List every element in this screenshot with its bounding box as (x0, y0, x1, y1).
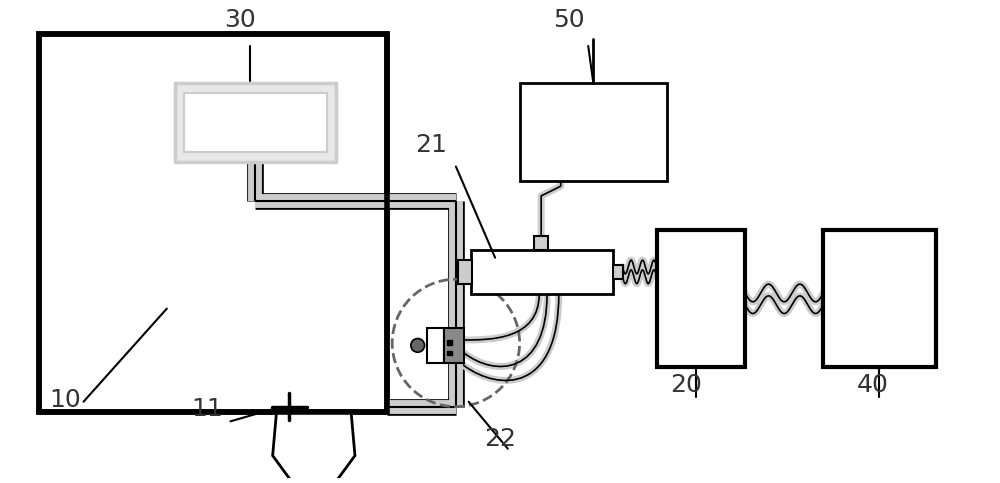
Bar (471, 250, 613, 294)
Text: 40: 40 (856, 373, 888, 397)
Bar (520, 83, 667, 181)
Bar (447, 340, 452, 345)
Bar (426, 328, 444, 363)
Polygon shape (273, 412, 355, 483)
Text: 30: 30 (224, 8, 256, 32)
Text: 10: 10 (49, 387, 81, 412)
Bar (175, 83, 336, 162)
Bar (657, 230, 745, 368)
Text: 22: 22 (484, 426, 516, 451)
Text: 20: 20 (670, 373, 702, 397)
Text: 11: 11 (191, 398, 223, 421)
Bar (458, 260, 472, 284)
Bar (534, 236, 548, 250)
Bar (39, 34, 387, 412)
Text: 50: 50 (553, 8, 584, 32)
Bar (444, 328, 464, 363)
Circle shape (411, 339, 425, 352)
Bar (184, 93, 327, 152)
Bar (447, 351, 452, 355)
Bar (823, 230, 936, 368)
Bar (613, 265, 622, 279)
Text: 21: 21 (415, 133, 447, 156)
Bar (39, 34, 387, 412)
